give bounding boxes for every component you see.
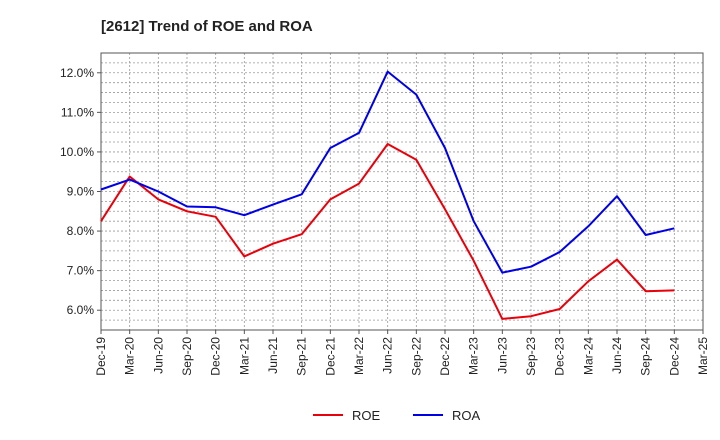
x-tick-label: Sep-20 xyxy=(180,337,194,376)
x-tick-label: Jun-23 xyxy=(495,337,509,374)
legend: ROE ROA xyxy=(313,408,481,423)
legend-label-roa: ROA xyxy=(452,408,481,423)
x-tick-label: Sep-21 xyxy=(295,337,309,376)
y-tick-label: 9.0% xyxy=(67,185,95,199)
x-tick-label: Sep-23 xyxy=(524,337,538,376)
x-tick-label: Dec-20 xyxy=(209,337,223,376)
x-tick-label: Sep-24 xyxy=(639,337,653,376)
x-tick-label: Mar-24 xyxy=(581,337,595,375)
x-tick-label: Dec-21 xyxy=(323,337,337,376)
grid xyxy=(101,52,703,331)
x-tick-label: Dec-22 xyxy=(438,337,452,376)
x-tick-label: Jun-24 xyxy=(610,337,624,374)
y-tick-label: 8.0% xyxy=(67,224,95,238)
x-tick-label: Dec-19 xyxy=(94,337,108,376)
x-tick-label: Dec-24 xyxy=(667,337,681,376)
x-tick-label: Jun-22 xyxy=(381,337,395,374)
y-axis: 6.0% 7.0% 8.0% 9.0% 10.0% 11.0% 12.0% xyxy=(60,66,101,317)
chart-title: [2612] Trend of ROE and ROA xyxy=(101,18,313,35)
x-tick-label: Mar-20 xyxy=(123,337,137,375)
x-tick-label: Mar-25 xyxy=(696,337,710,375)
x-tick-label: Jun-21 xyxy=(266,337,280,374)
x-tick-label: Mar-21 xyxy=(237,337,251,375)
y-tick-label: 12.0% xyxy=(60,66,94,80)
y-tick-label: 7.0% xyxy=(67,264,95,278)
x-tick-label: Dec-23 xyxy=(553,337,567,376)
y-tick-label: 11.0% xyxy=(61,105,94,119)
x-tick-label: Mar-23 xyxy=(467,337,481,375)
legend-label-roe: ROE xyxy=(352,408,381,423)
series-line-roe xyxy=(100,143,675,320)
series-lines xyxy=(100,70,675,320)
series-line-roa xyxy=(100,70,675,274)
x-axis: Dec-19 Mar-20 Jun-20 Sep-20 Dec-20 Mar-21 Jun-… xyxy=(94,330,710,376)
x-tick-label: Sep-22 xyxy=(409,337,423,376)
y-tick-label: 10.0% xyxy=(60,145,94,159)
y-tick-label: 6.0% xyxy=(67,303,95,317)
x-tick-label: Jun-20 xyxy=(151,337,165,374)
x-tick-label: Mar-22 xyxy=(352,337,366,375)
